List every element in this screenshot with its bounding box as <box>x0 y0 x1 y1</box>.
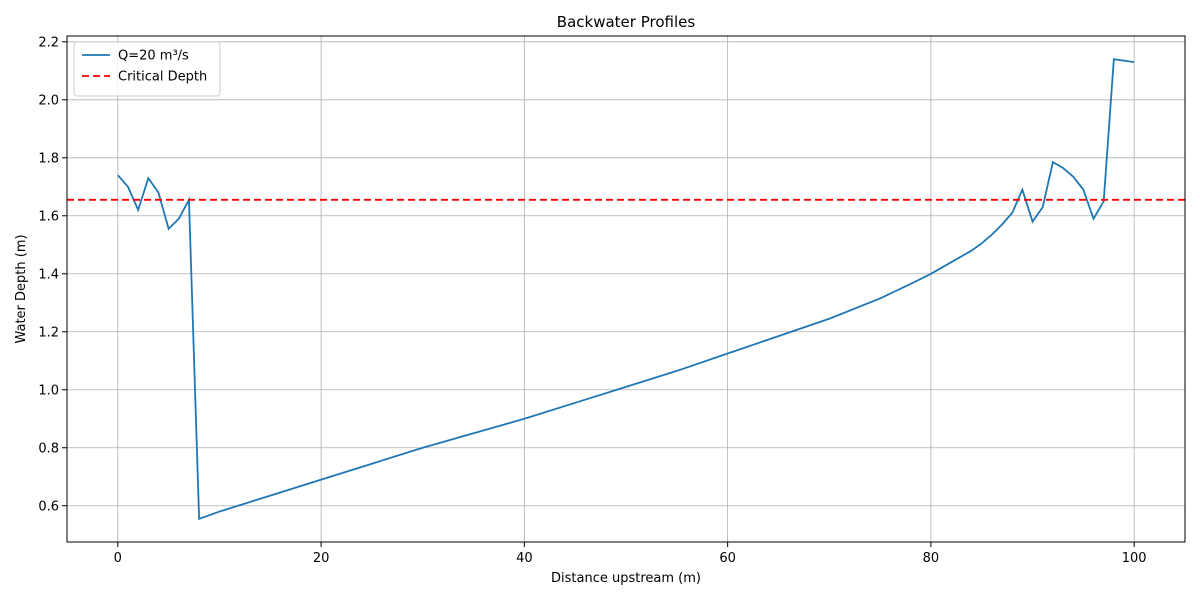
y-tick-label-2: 1.0 <box>38 383 59 398</box>
axis-ticks: 0 20 40 60 80 100 0.6 0.8 1.0 1.2 1.4 1.6 1.8 2.0 2.2 <box>38 35 1146 566</box>
y-tick-label-3: 1.2 <box>38 325 59 340</box>
chart-title: Backwater Profiles <box>557 13 696 31</box>
legend-box <box>73 41 221 97</box>
y-tick-label-6: 1.8 <box>38 151 59 166</box>
x-tick-label-0: 0 <box>114 551 122 566</box>
legend-label-1: Critical Depth <box>118 70 207 85</box>
x-tick-label-1: 20 <box>313 551 330 566</box>
y-tick-label-0: 0.6 <box>38 499 59 514</box>
x-tick-label-3: 60 <box>719 551 736 566</box>
y-tick-label-5: 1.6 <box>38 209 59 224</box>
legend-label-0: Q=20 m³/s <box>118 49 189 64</box>
y-tick-label-7: 2.0 <box>38 93 59 108</box>
y-tick-label-4: 1.4 <box>38 267 59 282</box>
plot-frame <box>66 35 1186 543</box>
series-line-0 <box>117 58 1135 521</box>
y-axis-label: Water Depth (m) <box>14 234 29 343</box>
x-axis-label: Distance upstream (m) <box>551 571 701 586</box>
x-tick-label-4: 80 <box>923 551 940 566</box>
legend: Q=20 m³/s Critical Depth <box>73 41 221 97</box>
plot-lines <box>67 58 1185 521</box>
x-tick-label-2: 40 <box>516 551 533 566</box>
grid <box>67 36 1185 542</box>
y-tick-label-8: 2.2 <box>38 35 59 50</box>
x-tick-label-5: 100 <box>1122 551 1147 566</box>
y-tick-label-1: 0.8 <box>38 441 59 456</box>
